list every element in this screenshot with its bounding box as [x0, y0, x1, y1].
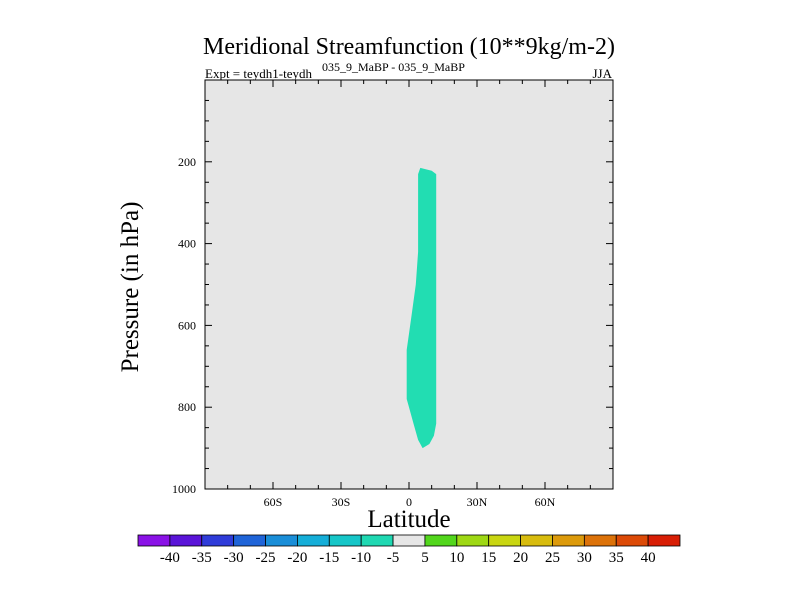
colorbar-label: -40 — [160, 550, 180, 566]
colorbar-label: -25 — [256, 550, 276, 566]
colorbar-swatch — [583, 534, 617, 547]
colorbar-swatch — [233, 534, 266, 547]
y-axis: 200 400 600 800 1000 — [172, 99, 613, 496]
y-tick-label: 1000 — [172, 482, 196, 496]
y-tick-label: 400 — [178, 237, 196, 251]
x-tick-label: 30N — [467, 495, 488, 509]
colorbar-swatch — [328, 534, 362, 547]
colorbar-label: 20 — [513, 550, 528, 566]
colorbar: -40 -35 -30 -25 -20 -15 -10 -5 5 10 15 20 25 30 35 40 — [137, 534, 681, 566]
colorbar-swatch — [297, 534, 330, 547]
colorbar-label: -10 — [351, 550, 371, 566]
colorbar-swatch — [615, 534, 649, 547]
colorbar-label: 5 — [421, 550, 429, 566]
x-tick-label: 30S — [332, 495, 351, 509]
x-tick-label: 0 — [406, 495, 412, 509]
colorbar-swatch — [647, 534, 681, 547]
y-tick-label: 600 — [178, 318, 196, 332]
x-tick-label: 60S — [264, 495, 283, 509]
colorbar-label: 15 — [481, 550, 496, 566]
colorbar-swatch — [201, 534, 235, 547]
colorbar-swatch — [169, 534, 203, 547]
chart-season-label: JJA — [592, 66, 612, 81]
y-tick-label: 800 — [178, 400, 196, 414]
contour-region-positive — [406, 167, 437, 449]
colorbar-label: 10 — [449, 550, 464, 566]
colorbar-swatch — [392, 534, 426, 547]
chart-subtitle-experiment: Expt = teydh1-teydh — [205, 66, 312, 81]
colorbar-swatch — [137, 534, 171, 547]
colorbar-label: -15 — [319, 550, 339, 566]
y-axis-label: Pressure (in hPa) — [117, 202, 144, 373]
colorbar-label: 40 — [641, 550, 656, 566]
colorbar-label: 25 — [545, 550, 560, 566]
y-tick-label: 200 — [178, 155, 196, 169]
colorbar-label: 35 — [609, 550, 624, 566]
colorbar-label: -20 — [287, 550, 307, 566]
colorbar-swatch — [424, 534, 458, 547]
colorbar-swatch — [488, 534, 521, 547]
chart-title: Meridional Streamfunction (10**9kg/m-2) — [203, 34, 615, 60]
colorbar-label: -35 — [192, 550, 212, 566]
colorbar-swatch — [360, 534, 394, 547]
colorbar-swatch — [456, 534, 490, 547]
x-axis-label: Latitude — [367, 506, 450, 533]
chart-subtitle-period: 035_9_MaBP - 035_9_MaBP — [322, 60, 465, 74]
colorbar-swatch — [552, 534, 585, 547]
colorbar-swatch — [520, 534, 553, 547]
colorbar-label: -5 — [387, 550, 400, 566]
colorbar-swatch — [265, 534, 298, 547]
x-axis: 60S 30S 0 30N 60N — [227, 80, 591, 509]
colorbar-label: 30 — [577, 550, 592, 566]
x-tick-label: 60N — [535, 495, 556, 509]
colorbar-label: -30 — [224, 550, 244, 566]
plot-area — [205, 80, 613, 489]
